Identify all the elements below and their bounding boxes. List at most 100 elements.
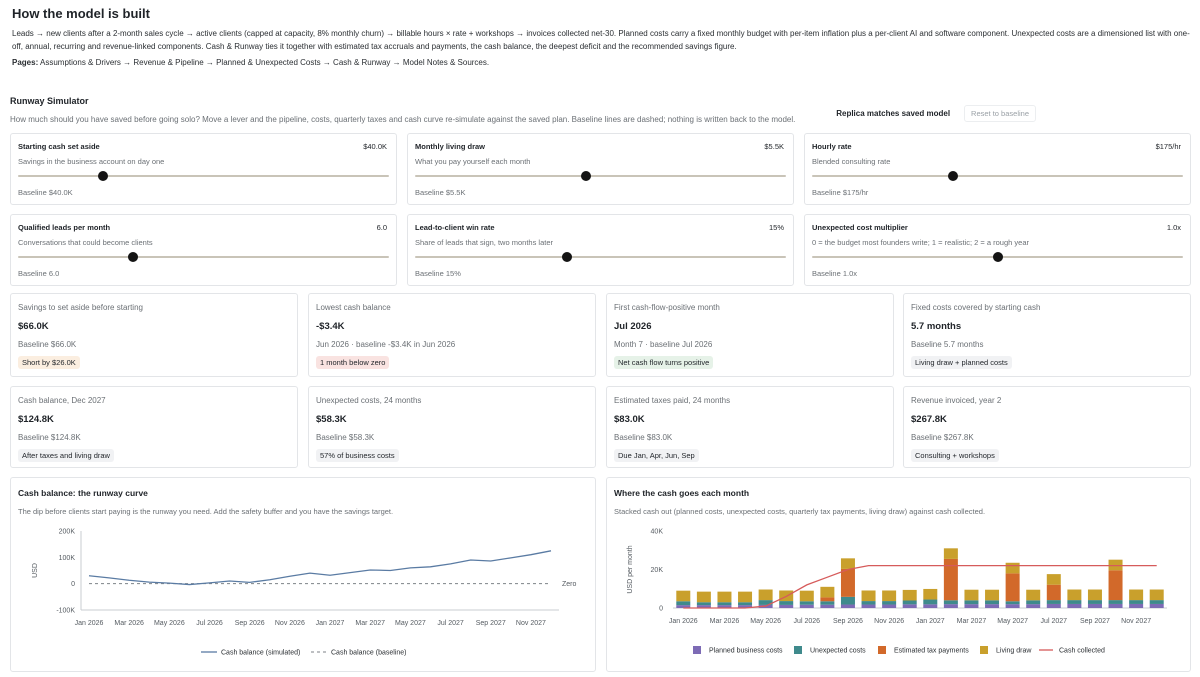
slider-track[interactable] [415, 252, 786, 262]
bar-planned-costs [1149, 603, 1164, 608]
slider-track[interactable] [18, 252, 389, 262]
bar-planned-costs [1129, 603, 1144, 608]
x-tick-label: Sep 2027 [476, 620, 506, 627]
y-tick-label: 0 [71, 581, 75, 588]
bar-living-draw [985, 589, 1000, 601]
bar-unexpected-costs [923, 599, 938, 605]
slider-baseline: Baseline $175/hr [812, 188, 869, 197]
bar-living-draw [964, 589, 979, 601]
bar-living-draw [902, 589, 917, 601]
bar-planned-costs [923, 604, 938, 608]
bar-planned-costs [799, 604, 814, 608]
bar-unexpected-costs [902, 600, 917, 605]
x-tick-label: Sep 2026 [235, 620, 265, 627]
slider-handle[interactable] [562, 252, 573, 262]
kpi-cash-balance-dec-2027: Cash balance, Dec 2027 $124.8K Baseline … [10, 386, 298, 468]
slider-description: Conversations that could become clients [18, 238, 153, 247]
kpi-badge: 57% of business costs [316, 449, 399, 462]
model-intro: How the model is built Leads → new clien… [12, 6, 1192, 69]
kpi-badge: Net cash flow turns positive [614, 356, 714, 369]
chart-title: Where the cash goes each month [614, 488, 750, 498]
bar-unexpected-costs [1046, 600, 1061, 604]
slider-handle[interactable] [98, 171, 109, 181]
bar-planned-costs [861, 604, 876, 608]
kpi-label: Estimated taxes paid, 24 months [614, 396, 731, 405]
bar-unexpected-costs [861, 601, 876, 605]
bar-living-draw [758, 589, 773, 601]
slider-win-rate: Lead-to-client win rate 15% Share of lea… [407, 214, 794, 286]
runway-simulator-header: Runway Simulator How much should you hav… [10, 96, 1192, 130]
kpi-badge: Due Jan, Apr, Jun, Sep [614, 449, 699, 462]
slider-track[interactable] [18, 171, 389, 181]
kpi-label: Fixed costs covered by starting cash [911, 303, 1041, 312]
slider-qualified-leads: Qualified leads per month 6.0 Conversati… [10, 214, 397, 286]
x-tick-label: Nov 2026 [275, 620, 305, 627]
bar-living-draw [1087, 589, 1102, 601]
chart-title: Cash balance: the runway curve [18, 488, 148, 498]
bar-planned-costs [902, 604, 917, 608]
bar-planned-costs [943, 604, 958, 608]
x-tick-label: Jul 2026 [794, 618, 821, 625]
model-intro-body: Leads → new clients after a 2-month sale… [12, 29, 1190, 51]
bar-unexpected-costs [738, 602, 753, 606]
kpi-value: -$3.4K [316, 321, 345, 332]
x-tick-label: Mar 2026 [114, 620, 144, 627]
bar-planned-costs [820, 604, 835, 608]
bar-living-draw [738, 591, 753, 603]
slider-handle[interactable] [580, 171, 591, 181]
simulator-subtitle: How much should you have saved before go… [10, 115, 796, 124]
x-tick-label: Sep 2027 [1080, 618, 1110, 625]
model-pages-value: Assumptions & Drivers → Revenue & Pipeli… [40, 58, 490, 67]
x-tick-label: Jul 2027 [1041, 618, 1068, 625]
bar-living-draw [840, 558, 855, 569]
legend-label-simulated: Cash balance (simulated) [221, 650, 300, 657]
slider-handle[interactable] [128, 252, 138, 262]
kpi-label: Cash balance, Dec 2027 [18, 396, 106, 405]
slider-baseline: Baseline 1.0x [812, 269, 858, 278]
slider-track[interactable] [812, 252, 1183, 262]
kpi-first-positive-month: First cash-flow-positive month Jul 2026 … [606, 293, 894, 377]
bar-planned-costs [1005, 604, 1020, 608]
legend-label-collected: Cash collected [1059, 648, 1105, 655]
x-tick-label: Mar 2027 [957, 618, 987, 625]
bar-planned-costs [1026, 604, 1041, 608]
zero-line-label: Zero [562, 581, 577, 588]
slider-baseline: Baseline 6.0 [18, 269, 60, 278]
slider-track[interactable] [415, 171, 786, 181]
bar-unexpected-costs [779, 601, 794, 605]
bar-planned-costs [1046, 603, 1061, 608]
reset-to-baseline-button[interactable]: Reset to baseline [964, 105, 1036, 122]
simulated-series-line [88, 550, 552, 586]
legend-swatch-planned [693, 646, 701, 654]
x-tick-label: Sep 2026 [833, 618, 863, 625]
x-tick-label: May 2027 [395, 620, 426, 627]
slider-value: 15% [768, 223, 784, 232]
cash-out-chart-card: 40K 20K 0 USD per month Jan 2026 Mar 2026 May … [606, 477, 1191, 672]
kpi-label: Lowest cash balance [316, 303, 391, 312]
slider-label: Monthly living draw [415, 142, 486, 151]
kpi-lowest-cash: Lowest cash balance -$3.4K Jun 2026 · ba… [308, 293, 596, 377]
bar-unexpected-costs [943, 600, 958, 605]
slider-baseline: Baseline $5.5K [415, 188, 466, 197]
slider-handle[interactable] [947, 171, 958, 181]
kpi-baseline: Baseline $124.8K [18, 433, 81, 442]
y-tick-label: 40K [651, 529, 664, 536]
kpi-value: $83.0K [614, 414, 645, 425]
bar-unexpected-costs [1067, 600, 1082, 604]
bar-unexpected-costs [964, 600, 979, 605]
bar-planned-costs [676, 605, 691, 608]
slider-description: 0 = the budget most founders write; 1 = … [812, 238, 1029, 247]
kpi-baseline: Month 7 · baseline Jul 2026 [614, 340, 713, 349]
x-tick-label: May 2026 [750, 618, 781, 625]
slider-track[interactable] [812, 171, 1183, 181]
x-tick-label: Nov 2026 [874, 618, 904, 625]
slider-monthly-living-draw: Monthly living draw $5.5K What you pay y… [407, 133, 794, 205]
slider-handle[interactable] [992, 252, 1003, 262]
bar-unexpected-costs [717, 602, 732, 606]
bar-unexpected-costs [840, 596, 855, 605]
bar-planned-costs [1108, 603, 1123, 608]
legend-label-living: Living draw [996, 648, 1032, 655]
bar-living-draw [799, 590, 814, 602]
kpi-value: Jul 2026 [614, 321, 652, 332]
bar-planned-costs [985, 604, 1000, 608]
